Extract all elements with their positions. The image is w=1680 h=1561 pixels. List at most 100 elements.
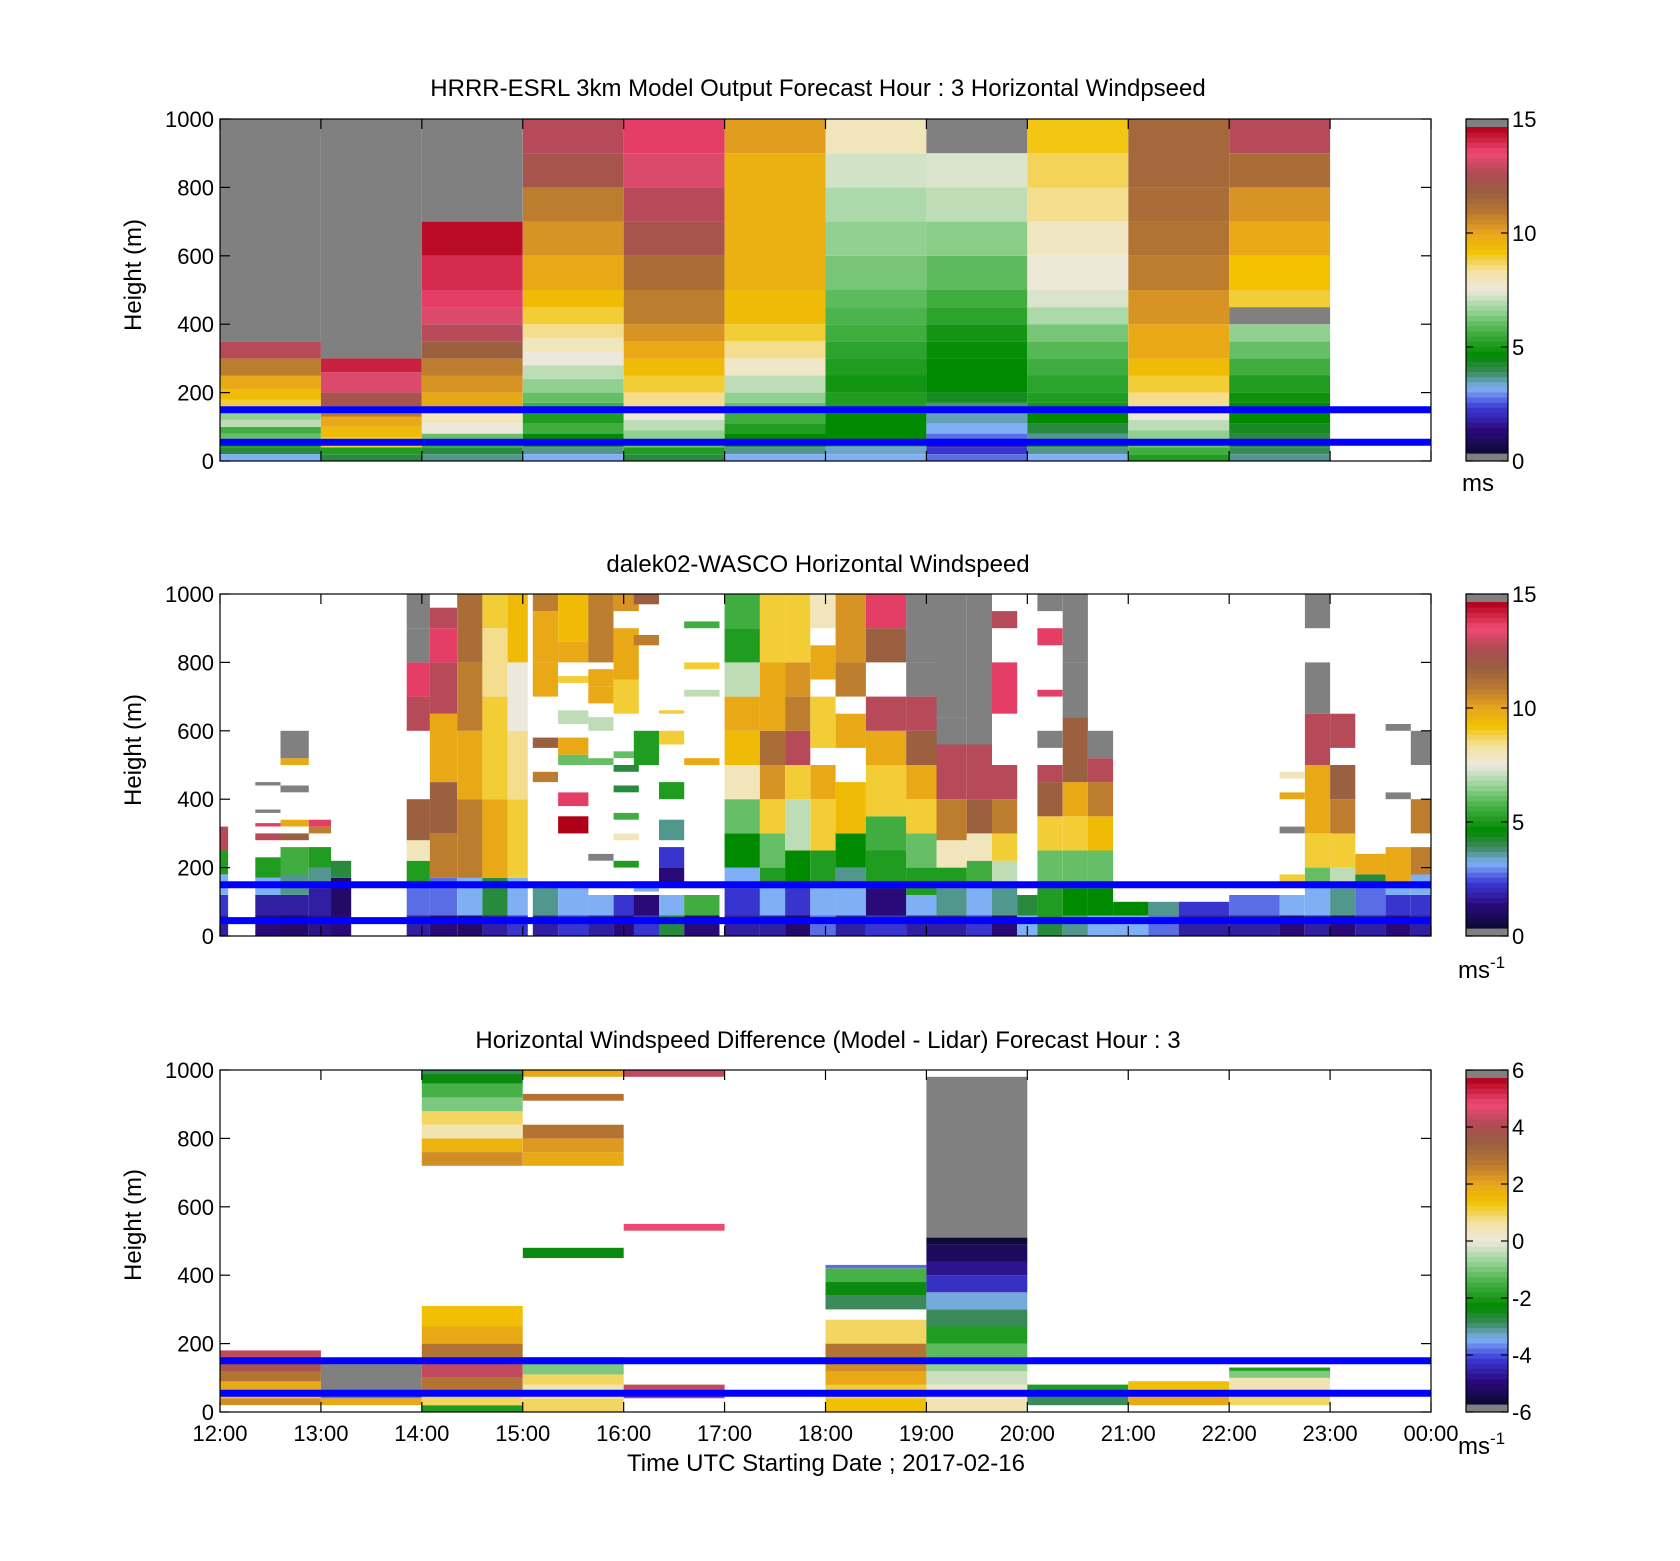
heatmap-cell xyxy=(966,833,992,861)
colorbar-swatch xyxy=(1466,612,1508,618)
heatmap-cell xyxy=(1229,358,1331,376)
heatmap-cell xyxy=(507,594,528,663)
heatmap-cell xyxy=(558,594,589,642)
heatmap-cell xyxy=(482,594,508,629)
heatmap-cell xyxy=(1037,765,1063,783)
colorbar-swatch xyxy=(1466,790,1508,797)
heatmap-cell xyxy=(220,426,321,434)
heatmap-cell xyxy=(926,341,1028,359)
heatmap-cell xyxy=(421,221,523,256)
heatmap-cell xyxy=(1128,392,1230,407)
heatmap-cell xyxy=(623,153,725,188)
x-tick-label: 20:00 xyxy=(1000,1421,1055,1446)
heatmap-cell xyxy=(522,1374,624,1385)
colorbar-tick-label: 10 xyxy=(1512,696,1536,721)
heatmap-cell xyxy=(1410,895,1431,916)
y-tick-label: 600 xyxy=(177,244,214,269)
heatmap-cell xyxy=(926,1398,1028,1412)
heatmap-cell xyxy=(865,888,907,916)
heatmap-cell xyxy=(1128,420,1230,431)
heatmap-cell xyxy=(684,758,720,765)
heatmap-cell xyxy=(926,1261,1028,1276)
heatmap-cell xyxy=(255,782,281,786)
heatmap-cell xyxy=(623,454,725,461)
heatmap-cell xyxy=(220,850,229,875)
heatmap-cell xyxy=(421,413,523,424)
heatmap-cell xyxy=(865,696,907,731)
colorbar-swatch xyxy=(1466,432,1508,439)
colorbar-swatch xyxy=(1466,254,1508,261)
colorbar-swatch xyxy=(1466,320,1508,327)
colorbar-tick-label: 10 xyxy=(1512,221,1536,246)
heatmap-cell xyxy=(1229,1371,1331,1378)
colorbar-tick-label: 0 xyxy=(1512,1229,1524,1254)
colorbar-swatch xyxy=(1466,1205,1508,1212)
heatmap-cell xyxy=(558,888,589,916)
colorbar-swatch xyxy=(1466,1078,1508,1084)
colorbar-swatch xyxy=(1466,693,1508,700)
heatmap-cell xyxy=(255,833,281,841)
heatmap-cell xyxy=(1229,375,1331,393)
panel-lidar-ylabel: Height (m) xyxy=(120,694,147,806)
colorbar-swatch xyxy=(1466,668,1508,674)
panel-difference-colorbar-unit-exp: -1 xyxy=(1490,1429,1505,1448)
heatmap-cell xyxy=(522,1093,624,1101)
colorbar-swatch xyxy=(1466,366,1508,373)
colorbar-swatch xyxy=(1466,1378,1508,1385)
heatmap-cell xyxy=(308,826,331,834)
panel-lidar: dalek02-WASCO Horizontal Windspeed Heigh… xyxy=(120,551,1536,984)
heatmap-cell xyxy=(406,628,430,663)
heatmap-cell xyxy=(1229,454,1331,461)
heatmap-cell xyxy=(835,782,866,834)
heatmap-cell xyxy=(936,799,967,841)
heatmap-cell xyxy=(926,221,1028,256)
colorbar-swatch xyxy=(1466,821,1508,827)
heatmap-cell xyxy=(926,375,1028,393)
colorbar-swatch xyxy=(1466,239,1508,245)
heatmap-cell xyxy=(308,819,331,827)
heatmap-cell xyxy=(684,689,720,697)
heatmap-cell xyxy=(1148,901,1179,916)
y-tick-label: 1000 xyxy=(165,1058,214,1083)
colorbar-swatch xyxy=(1466,1302,1508,1308)
heatmap-cell xyxy=(926,187,1028,222)
colorbar-swatch xyxy=(1466,279,1508,286)
colorbar-swatch xyxy=(1466,330,1508,337)
heatmap-cell xyxy=(421,1343,523,1361)
colorbar-swatch xyxy=(1466,407,1508,413)
heatmap-cell xyxy=(825,1295,927,1310)
colorbar-swatch xyxy=(1466,851,1508,858)
colorbar-tick-label: 5 xyxy=(1512,335,1524,360)
heatmap-cell xyxy=(1355,888,1386,916)
colorbar-swatch xyxy=(1466,198,1508,204)
heatmap-cell xyxy=(1304,765,1331,834)
y-tick-label: 1000 xyxy=(165,582,214,607)
heatmap-cell xyxy=(724,765,760,800)
colorbar-swatch xyxy=(1466,1164,1508,1171)
colorbar-swatch xyxy=(1466,1251,1508,1257)
y-tick-label: 400 xyxy=(177,312,214,337)
heatmap-cell xyxy=(1027,255,1129,290)
colorbar-swatch xyxy=(1466,1246,1508,1252)
x-tick-label: 21:00 xyxy=(1101,1421,1156,1446)
colorbar-swatch xyxy=(1466,647,1508,654)
heatmap-cell xyxy=(482,628,508,697)
heatmap-cell xyxy=(1229,187,1331,222)
x-tick-label: 13:00 xyxy=(293,1421,348,1446)
colorbar-swatch xyxy=(1466,447,1508,454)
colorbar-swatch xyxy=(1466,1144,1508,1150)
heatmap-cell xyxy=(865,730,907,765)
colorbar-underflow-cap xyxy=(1466,453,1508,461)
heatmap-cell xyxy=(280,758,309,765)
heatmap-cell xyxy=(613,833,639,841)
colorbar-swatch xyxy=(1466,1261,1508,1268)
colorbar-swatch xyxy=(1466,259,1508,266)
heatmap-cell xyxy=(1128,1381,1230,1392)
heatmap-cell xyxy=(1027,375,1129,393)
heatmap-cell xyxy=(1062,662,1088,718)
colorbar-swatch xyxy=(1466,754,1508,761)
colorbar-swatch xyxy=(1466,1139,1508,1145)
heatmap-cell xyxy=(421,1070,523,1074)
heatmap-cell xyxy=(906,696,937,731)
colorbar-swatch xyxy=(1466,351,1508,357)
